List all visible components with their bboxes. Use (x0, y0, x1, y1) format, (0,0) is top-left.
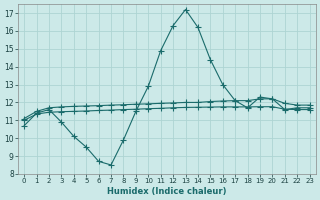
X-axis label: Humidex (Indice chaleur): Humidex (Indice chaleur) (107, 187, 227, 196)
